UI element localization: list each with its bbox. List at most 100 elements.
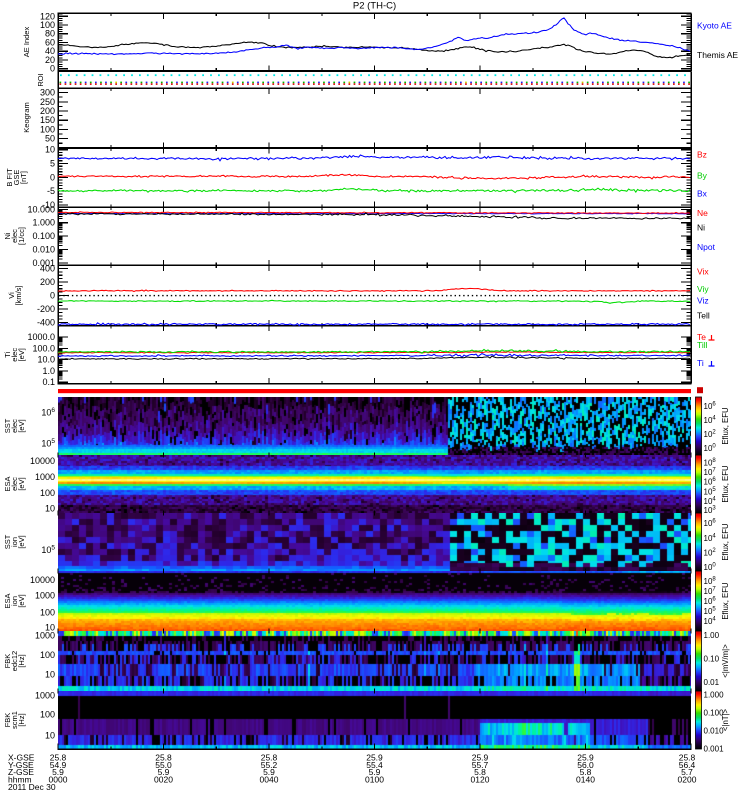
svg-text:100: 100 — [40, 608, 55, 618]
svg-text:100: 100 — [40, 488, 55, 498]
svg-text:By: By — [697, 171, 708, 181]
svg-text:Ti: Ti — [697, 358, 704, 368]
svg-text:25.8: 25.8 — [155, 753, 172, 763]
svg-text:54.9: 54.9 — [50, 760, 67, 770]
svg-text:-400: -400 — [37, 318, 55, 328]
svg-text:Npot: Npot — [697, 242, 716, 252]
svg-text:Themis AE: Themis AE — [697, 50, 738, 60]
svg-text:1.000: 1.000 — [32, 218, 55, 228]
svg-text:100: 100 — [40, 124, 55, 134]
svg-text:55.7: 55.7 — [472, 760, 489, 770]
svg-text:400: 400 — [40, 264, 55, 274]
svg-text:elec: elec — [10, 419, 19, 433]
svg-text:1.00: 1.00 — [704, 631, 720, 640]
svg-text:25.9: 25.9 — [577, 753, 594, 763]
svg-text:5.9: 5.9 — [369, 767, 381, 777]
svg-text:105: 105 — [41, 545, 55, 556]
svg-text:<|mV/m|>: <|mV/m|> — [721, 644, 730, 678]
svg-text:[eV]: [eV] — [17, 348, 26, 361]
svg-text:5.9: 5.9 — [52, 767, 64, 777]
svg-text:100: 100 — [704, 563, 717, 573]
svg-text:0.1: 0.1 — [42, 377, 55, 387]
svg-text:10000: 10000 — [30, 575, 55, 585]
svg-text:106: 106 — [41, 407, 55, 418]
svg-text:0.001: 0.001 — [32, 258, 55, 268]
svg-text:5.8: 5.8 — [580, 767, 592, 777]
svg-text:120: 120 — [40, 11, 55, 21]
svg-text:104: 104 — [704, 416, 717, 426]
svg-text:Z-GSE: Z-GSE — [8, 767, 34, 777]
svg-text:Eflux, EFU: Eflux, EFU — [721, 465, 730, 503]
svg-text:[nT]: [nT] — [19, 171, 28, 184]
svg-text:Vi: Vi — [7, 292, 16, 299]
svg-text:108: 108 — [704, 458, 717, 468]
svg-text:-5: -5 — [47, 186, 55, 196]
svg-text:1000: 1000 — [35, 591, 55, 601]
svg-text:103: 103 — [704, 506, 717, 516]
svg-text:[Hz]: [Hz] — [17, 654, 26, 667]
svg-text:5.7: 5.7 — [681, 767, 693, 777]
svg-text:Y-GSE: Y-GSE — [8, 760, 34, 770]
svg-text:0.01: 0.01 — [704, 678, 720, 687]
svg-text:104: 104 — [704, 496, 717, 506]
svg-text:ion: ion — [10, 537, 19, 547]
svg-text:100.0: 100.0 — [32, 343, 55, 353]
svg-text:106: 106 — [704, 402, 717, 412]
svg-text:0100: 0100 — [365, 774, 384, 784]
svg-text:Bx: Bx — [697, 189, 708, 199]
svg-text:0: 0 — [50, 291, 55, 301]
svg-text:Viy: Viy — [697, 284, 709, 294]
svg-text:[eV]: [eV] — [17, 594, 26, 607]
svg-text:1000: 1000 — [35, 690, 55, 700]
svg-text:60: 60 — [45, 38, 55, 48]
svg-text:55.0: 55.0 — [155, 760, 172, 770]
svg-text:25.9: 25.9 — [366, 753, 383, 763]
svg-text:106: 106 — [704, 477, 717, 487]
svg-text:10: 10 — [45, 145, 55, 155]
svg-text:100: 100 — [40, 710, 55, 720]
svg-text:25.8: 25.8 — [261, 753, 278, 763]
svg-text:10: 10 — [45, 504, 55, 514]
svg-text:102: 102 — [704, 548, 717, 558]
svg-text:10: 10 — [45, 669, 55, 679]
svg-text:0.10: 0.10 — [704, 655, 720, 664]
svg-text:107: 107 — [704, 468, 717, 478]
svg-text:Bz: Bz — [697, 150, 707, 160]
svg-text:1.0: 1.0 — [42, 366, 55, 376]
svg-text:0.001: 0.001 — [704, 745, 725, 754]
svg-text:[eV]: [eV] — [17, 535, 26, 548]
svg-text:[eV]: [eV] — [17, 477, 26, 490]
svg-text:0140: 0140 — [576, 774, 595, 784]
svg-text:Eflux, EFU: Eflux, EFU — [721, 407, 730, 445]
svg-text:-10: -10 — [42, 200, 55, 210]
svg-text:5.9: 5.9 — [158, 767, 170, 777]
svg-text:0200: 0200 — [678, 774, 697, 784]
svg-text:ESA: ESA — [3, 593, 12, 608]
svg-text:55.4: 55.4 — [366, 760, 383, 770]
svg-text:1000.0: 1000.0 — [27, 332, 55, 342]
svg-text:10.0: 10.0 — [37, 355, 55, 365]
svg-text:107: 107 — [704, 587, 717, 597]
svg-text:25.8: 25.8 — [679, 753, 696, 763]
svg-text:2011 Dec 30: 2011 Dec 30 — [8, 782, 56, 792]
svg-text:elec: elec — [10, 348, 19, 362]
svg-text:25.9: 25.9 — [472, 753, 489, 763]
svg-text:55.2: 55.2 — [261, 760, 278, 770]
svg-text:Viz: Viz — [697, 296, 709, 306]
svg-text:105: 105 — [41, 438, 55, 449]
svg-text:56.0: 56.0 — [577, 760, 594, 770]
svg-text:0.100: 0.100 — [32, 231, 55, 241]
svg-text:100: 100 — [704, 444, 717, 454]
svg-text:20: 20 — [45, 55, 55, 65]
svg-text:10.000: 10.000 — [27, 204, 55, 214]
svg-text:0.100: 0.100 — [704, 709, 725, 718]
svg-text:0000: 0000 — [49, 774, 68, 784]
svg-text:5: 5 — [50, 159, 55, 169]
svg-text:AE Index: AE Index — [22, 27, 31, 58]
svg-text:100: 100 — [40, 20, 55, 30]
svg-text:hhmm: hhmm — [8, 774, 32, 784]
svg-text:108: 108 — [704, 577, 717, 587]
svg-text:100: 100 — [40, 650, 55, 660]
svg-text:Eflux, EFU: Eflux, EFU — [721, 523, 730, 561]
svg-text:Kyoto AE: Kyoto AE — [697, 21, 732, 31]
